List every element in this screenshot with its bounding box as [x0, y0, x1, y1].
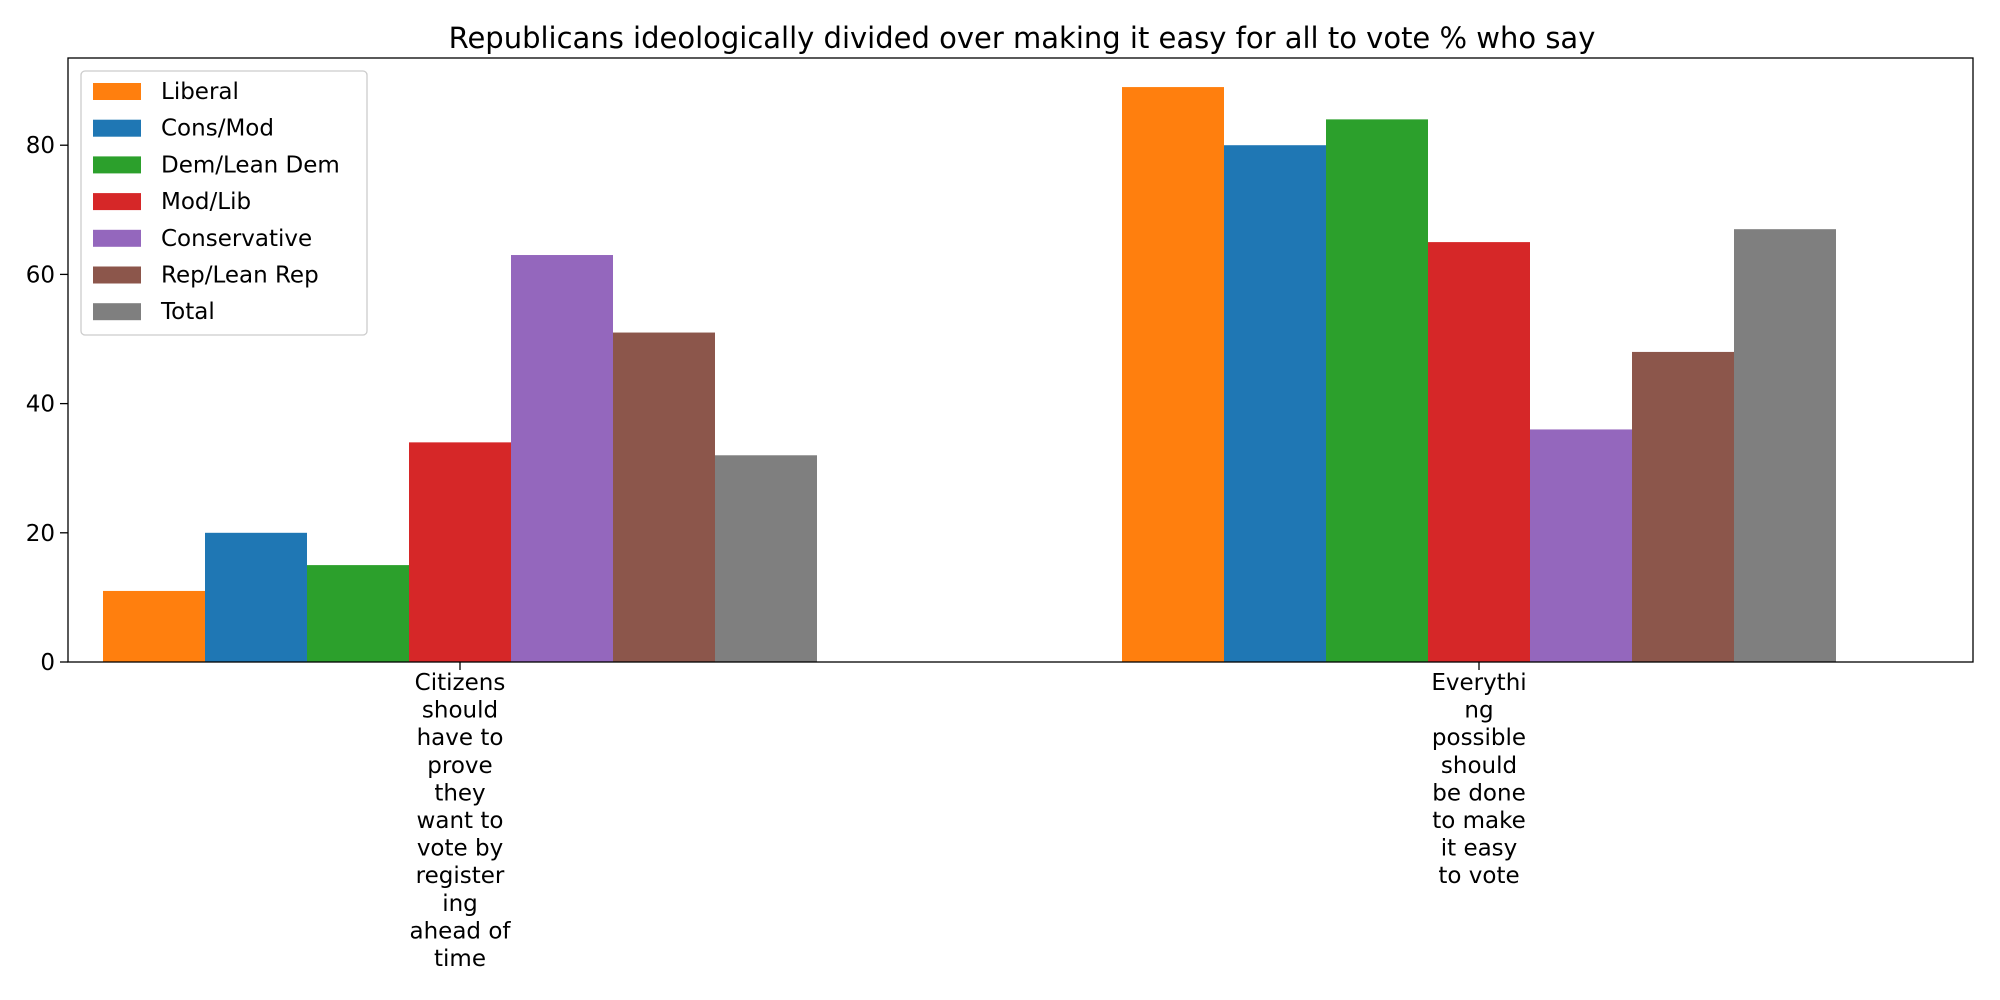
legend-swatch — [93, 156, 141, 174]
x-tick-label-line: be done — [1432, 780, 1525, 806]
bar-mod-lib-2 — [1428, 242, 1530, 663]
x-tick-label: Citizens should have to prove they want to vot… — [410, 670, 512, 972]
x-tick-label-line: register — [416, 863, 505, 889]
chart-title: Republicans ideologically divided over m… — [449, 21, 1596, 55]
x-tick-label-line: they — [434, 780, 485, 806]
x-tick-label-line: have to — [417, 725, 504, 751]
bar-cons-mod-2 — [1224, 145, 1326, 662]
plot-area-frame — [67, 57, 1974, 663]
y-tick-label: 60 — [26, 262, 55, 288]
legend-label: Mod/Lib — [161, 189, 251, 215]
x-axis: Citizens should have to prove they want to vot… — [410, 662, 1527, 972]
y-tick-label: 0 — [40, 650, 55, 676]
x-tick-label-line: possible — [1432, 725, 1526, 751]
legend-label: Conservative — [161, 226, 312, 252]
bar-total-2 — [1734, 229, 1836, 662]
legend-label: Total — [160, 299, 215, 325]
legend: Liberal Cons/Mod Dem/Lean Dem Mod/Lib Conser… — [80, 70, 368, 336]
x-tick-label-line: time — [434, 946, 486, 972]
legend-swatch — [93, 266, 141, 284]
y-tick-label: 40 — [26, 392, 55, 418]
legend-box — [80, 70, 368, 336]
x-tick-label-line: to vote — [1438, 863, 1519, 889]
x-tick-label-line: prove — [427, 753, 492, 779]
x-tick-label-line: it easy — [1441, 836, 1518, 862]
y-tick-label: 20 — [26, 521, 55, 547]
bar-dem-lean-dem-2 — [1326, 119, 1428, 663]
x-tick-label-line: should — [1441, 753, 1517, 779]
bar-rep-lean-rep-1 — [613, 332, 715, 662]
x-tick-label-line: want to — [417, 808, 504, 834]
legend-label: Liberal — [161, 79, 239, 105]
y-axis: 0 20 40 60 80 — [26, 133, 68, 676]
x-tick-label: Everythi ng possible should be done to make it… — [1431, 670, 1526, 889]
bar-liberal-2 — [1122, 87, 1224, 662]
y-tick-label: 80 — [26, 133, 55, 159]
bar-conservative-1 — [511, 255, 613, 662]
x-tick-label-line: ng — [1464, 698, 1493, 724]
legend-swatch — [93, 229, 141, 247]
bar-conservative-2 — [1530, 429, 1632, 662]
legend-label: Dem/Lean Dem — [161, 152, 340, 178]
bars-layer — [103, 87, 1836, 663]
legend-swatch — [93, 303, 141, 321]
x-tick-label-line: ahead of — [410, 918, 512, 944]
legend-swatch — [93, 83, 141, 100]
bar-dem-lean-dem-1 — [307, 565, 409, 662]
x-tick-label-line: should — [422, 698, 498, 724]
legend-swatch — [93, 193, 141, 211]
legend-swatch — [93, 119, 141, 137]
bar-mod-lib-1 — [409, 442, 511, 662]
bar-total-1 — [715, 455, 817, 662]
bar-rep-lean-rep-2 — [1632, 351, 1734, 662]
x-tick-label-line: to make — [1432, 808, 1526, 834]
legend-label: Cons/Mod — [161, 116, 274, 142]
x-tick-label-line: vote by — [417, 836, 503, 862]
x-tick-label-line: Citizens — [415, 670, 506, 696]
legend-label: Rep/Lean Rep — [161, 263, 319, 289]
bar-cons-mod-1 — [205, 532, 307, 662]
bar-liberal-1 — [103, 590, 205, 662]
x-tick-label-line: ing — [442, 891, 478, 917]
x-tick-label-line: Everythi — [1431, 670, 1526, 696]
